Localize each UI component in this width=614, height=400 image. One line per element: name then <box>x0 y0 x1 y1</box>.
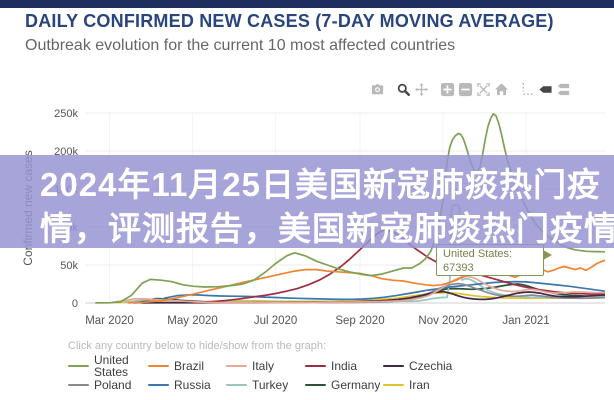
camera-icon <box>371 83 383 94</box>
toggle-spikelines-icon <box>522 82 533 95</box>
legend-swatch <box>305 364 326 367</box>
top-accent-bar <box>0 0 614 8</box>
zoom-out-icon <box>458 82 472 96</box>
annotation-value: 67393 <box>443 262 474 274</box>
legend-item-iran[interactable]: Iran <box>383 375 469 394</box>
legend-item-russia[interactable]: Russia <box>148 375 226 394</box>
zoom-button[interactable] <box>394 80 412 98</box>
pan-icon <box>414 82 428 96</box>
autoscale-icon <box>476 82 490 96</box>
page-subtitle: Outbreak evolution for the current 10 mo… <box>25 37 456 54</box>
x-tick-label: May 2020 <box>167 315 218 327</box>
legend-label: India <box>331 358 358 373</box>
legend-swatch <box>68 364 89 367</box>
autoscale-button[interactable] <box>474 80 492 98</box>
legend-label: Iran <box>409 377 430 392</box>
legend-label: Russia <box>174 377 211 392</box>
legend-item-india[interactable]: India <box>305 356 383 375</box>
plot-modebar <box>368 80 572 98</box>
x-tick-label: Sep 2020 <box>335 315 384 327</box>
legend-item-turkey[interactable]: Turkey <box>226 375 305 394</box>
legend-swatch <box>383 364 404 367</box>
camera-button[interactable] <box>368 80 386 98</box>
overlay-text-line2: 情，评测报告，美国新寇肺痰热门疫情 <box>40 210 614 247</box>
legend-swatch <box>226 364 247 367</box>
legend-swatch <box>68 383 89 386</box>
legend-item-italy[interactable]: Italy <box>226 356 305 375</box>
legend-label: Turkey <box>252 377 289 392</box>
series-line-brazil <box>127 259 605 304</box>
x-tick-label: Mar 2020 <box>85 315 134 327</box>
zoom-in-button[interactable] <box>438 80 456 98</box>
toggle-spikelines-button[interactable] <box>518 80 536 98</box>
legend-item-germany[interactable]: Germany <box>305 375 383 394</box>
legend-swatch <box>148 383 169 386</box>
zoom-icon <box>397 83 410 96</box>
legend-item-united-states[interactable]: United States <box>68 352 148 379</box>
annotation-arrow-icon <box>543 250 552 260</box>
x-tick-label: Jul 2020 <box>254 315 297 327</box>
legend-item-poland[interactable]: Poland <box>68 375 148 394</box>
hover-compare-button[interactable] <box>554 80 572 98</box>
x-tick-label: Nov 2020 <box>418 315 467 327</box>
reset-home-icon <box>494 82 508 95</box>
legend-label: Germany <box>331 377 381 392</box>
hover-compare-icon <box>557 83 569 95</box>
pan-button[interactable] <box>412 80 430 98</box>
annotation-country: United States: <box>443 248 513 260</box>
legend-item-brazil[interactable]: Brazil <box>148 356 226 375</box>
series-line-russia <box>133 280 605 304</box>
legend-swatch <box>226 383 247 386</box>
legend-label: United States <box>94 352 129 379</box>
zoom-in-icon <box>440 82 454 96</box>
legend-swatch <box>305 383 326 386</box>
legend-swatch <box>383 383 404 386</box>
legend: United States Brazil Italy India Czechia Pola… <box>68 352 469 394</box>
legend-swatch <box>148 364 169 367</box>
x-tick-label: Jan 2021 <box>502 315 549 327</box>
legend-label: Czechia <box>409 358 453 373</box>
legend-label: Brazil <box>174 358 205 373</box>
legend-label: Poland <box>94 377 132 392</box>
series-line-italy <box>111 275 605 304</box>
y-tick-label: 0 <box>72 298 78 310</box>
legend-item-czechia[interactable]: Czechia <box>383 356 469 375</box>
hover-closest-button[interactable] <box>536 80 554 98</box>
y-tick-label: 50k <box>60 260 78 272</box>
y-tick-label: 250k <box>54 108 78 120</box>
hover-closest-icon <box>538 85 552 93</box>
overlay-banner: 2024年11月25日美国新寇肺痰热门疫 情，评测报告，美国新寇肺痰热门疫情 <box>0 155 614 248</box>
annotation-united-states: United States: 67393 <box>436 244 552 276</box>
legend-hint: Click any country below to hide/show fro… <box>68 340 327 352</box>
legend-label: Italy <box>252 358 275 373</box>
page-title: DAILY CONFIRMED NEW CASES (7-DAY MOVING … <box>25 11 554 31</box>
reset-home-button[interactable] <box>492 80 510 98</box>
overlay-text-line1: 2024年11月25日美国新寇肺痰热门疫 <box>40 166 602 203</box>
zoom-out-button[interactable] <box>456 80 474 98</box>
